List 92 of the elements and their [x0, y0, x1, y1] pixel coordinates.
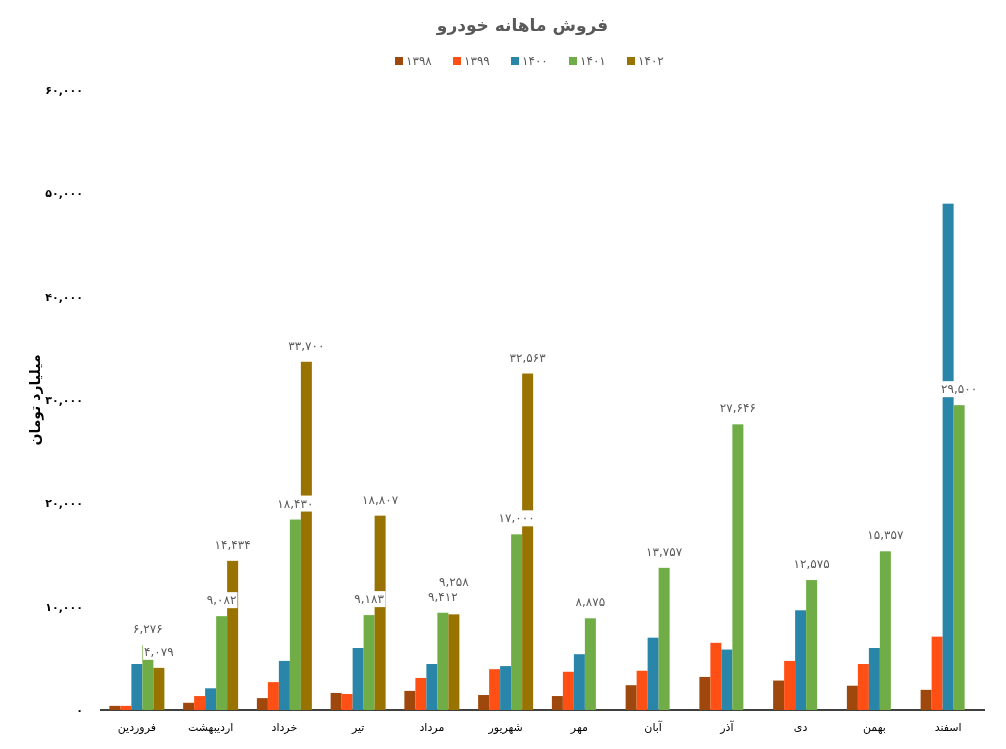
- legend-label: ۱۴۰۱: [580, 54, 606, 68]
- bar: [478, 695, 490, 710]
- bar: [330, 692, 342, 710]
- y-tick-label: ۵۰,۰۰۰: [45, 187, 83, 201]
- bar: [773, 680, 785, 710]
- x-tick-label: تیر: [350, 721, 365, 734]
- x-tick-label: اسفند: [934, 721, 962, 734]
- data-label: ۱۸,۴۳۰: [277, 496, 314, 511]
- bar: [846, 685, 858, 710]
- data-label: ۹,۰۸۲: [206, 593, 237, 608]
- x-tick-label: شهریور: [487, 721, 523, 734]
- data-label: ۱۳,۷۵۷: [646, 544, 683, 559]
- y-tick-label: ۴۰,۰۰۰: [45, 290, 83, 304]
- bar: [267, 682, 279, 710]
- bar: [710, 642, 722, 710]
- bar: [289, 519, 301, 710]
- y-tick-label: ۶۰,۰۰۰: [45, 84, 83, 97]
- bar: [278, 660, 290, 710]
- bar: [795, 610, 807, 710]
- y-tick-label: ۳۰,۰۰۰: [45, 394, 83, 407]
- data-label: ۱۸,۸۰۷: [362, 492, 399, 507]
- bar: [868, 648, 880, 710]
- x-tick-label: آذر: [719, 720, 735, 734]
- data-label: ۳۳,۷۰۰: [288, 338, 325, 353]
- x-tick-label: فروردین: [117, 721, 157, 734]
- data-label: ۳۲,۵۶۳: [509, 350, 547, 365]
- data-label: ۲۹,۵۰۰: [941, 382, 978, 397]
- y-tick-label: ۱۰,۰۰۰: [45, 600, 83, 614]
- data-label: ۱۲,۵۷۵: [793, 557, 830, 572]
- bar: [120, 705, 132, 710]
- bar: [194, 696, 206, 710]
- x-tick-label: مهر: [569, 721, 588, 734]
- bar: [153, 667, 165, 710]
- data-label: ۴,۰۷۹: [144, 644, 174, 659]
- bar: [551, 696, 563, 710]
- bar: [216, 616, 228, 710]
- legend-label: ۱۳۹۹: [464, 54, 490, 68]
- bar: [784, 660, 796, 710]
- bar: [404, 690, 416, 710]
- bar: [721, 649, 733, 710]
- bar: [489, 669, 501, 710]
- data-label: ۱۵,۳۵۷: [867, 528, 904, 543]
- data-label: ۹,۲۵۸: [439, 574, 470, 589]
- bar: [920, 689, 932, 710]
- bar: [562, 671, 574, 710]
- bar: [879, 551, 891, 710]
- x-tick-label: مرداد: [419, 721, 445, 734]
- bar: [625, 685, 637, 710]
- data-label: ۲۷,۶۴۶: [719, 401, 756, 416]
- bar: [341, 693, 353, 710]
- bar: [256, 698, 268, 710]
- bar: [953, 405, 965, 710]
- bar: [205, 688, 217, 710]
- data-label: ۶,۲۷۶: [133, 622, 163, 637]
- bar: [131, 664, 143, 710]
- data-label: ۹,۴۱۲: [428, 589, 458, 604]
- legend-label: ۱۳۹۸: [406, 54, 433, 68]
- bar: [584, 618, 596, 710]
- data-label: ۹,۱۸۳: [354, 592, 385, 607]
- bar: [426, 664, 438, 710]
- bar: [857, 664, 869, 710]
- bar: [647, 637, 659, 710]
- x-tick-label: آبان: [644, 720, 663, 734]
- chart-title: فروش ماهانه خودرو: [435, 15, 609, 36]
- bar: [573, 654, 585, 710]
- bar: [415, 677, 427, 710]
- bar: [448, 614, 460, 710]
- bar: [931, 636, 943, 710]
- data-label: ۸,۸۷۵: [575, 595, 606, 610]
- bar: [636, 670, 648, 710]
- x-tick-label: بهمن: [862, 721, 886, 734]
- bar: [511, 534, 523, 710]
- legend-label: ۱۴۰۰: [522, 54, 548, 68]
- bar: [658, 567, 670, 710]
- y-axis-title: میلیارد تومان: [27, 354, 44, 446]
- bar: [437, 612, 449, 710]
- bar: [806, 580, 818, 710]
- x-tick-label: خرداد: [271, 721, 298, 734]
- x-tick-label: دی: [793, 721, 808, 734]
- data-label: ۱۷,۰۰۰: [498, 511, 535, 526]
- bar: [109, 705, 121, 710]
- bar: [363, 615, 375, 710]
- x-tick-label: اردیبهشت: [187, 721, 234, 734]
- bar: [732, 424, 744, 710]
- bar: [500, 666, 512, 710]
- y-tick-label: ۰: [76, 704, 83, 717]
- bar: [352, 648, 364, 710]
- y-tick-label: ۲۰,۰۰۰: [45, 497, 83, 511]
- bar: [699, 676, 711, 710]
- data-label: ۱۴,۴۳۴: [214, 537, 251, 552]
- legend-label: ۱۴۰۲: [638, 54, 664, 68]
- bar: [183, 702, 195, 710]
